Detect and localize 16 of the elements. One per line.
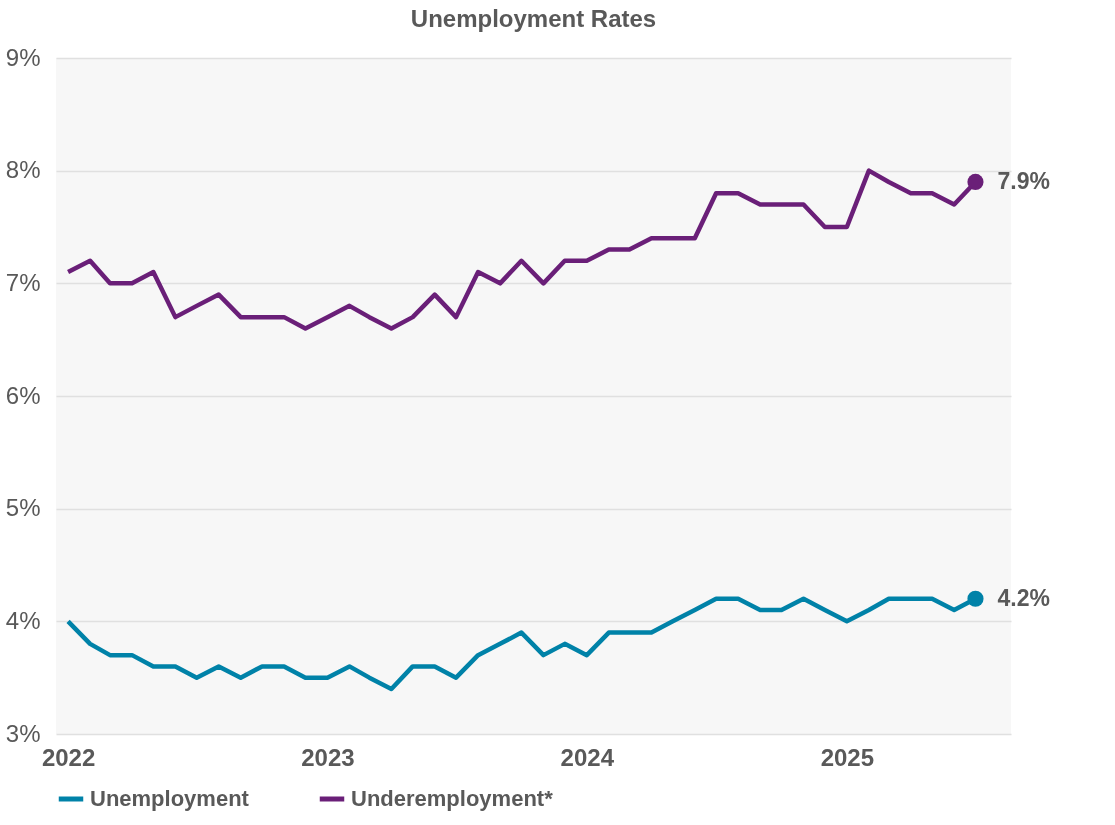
y-tick-label: 6%: [5, 381, 41, 409]
data-label: 4.2%: [997, 584, 1050, 611]
legend-label: Unemployment: [90, 786, 250, 811]
y-tick-label: 5%: [5, 494, 41, 522]
y-tick-label: 3%: [5, 719, 41, 747]
x-tick-label: 2024: [560, 743, 615, 771]
y-tick-label: 9%: [5, 43, 41, 71]
y-tick-label: 4%: [5, 606, 41, 634]
x-tick-label: 2025: [820, 743, 875, 771]
x-tick-label: 2023: [301, 743, 355, 771]
chart-title: Unemployment Rates: [410, 5, 657, 32]
data-label: 7.9%: [997, 167, 1050, 194]
y-tick-label: 7%: [5, 268, 41, 296]
y-tick-label: 8%: [5, 156, 41, 184]
x-tick-label: 2022: [41, 743, 96, 771]
legend-label: Underemployment*: [351, 786, 554, 811]
